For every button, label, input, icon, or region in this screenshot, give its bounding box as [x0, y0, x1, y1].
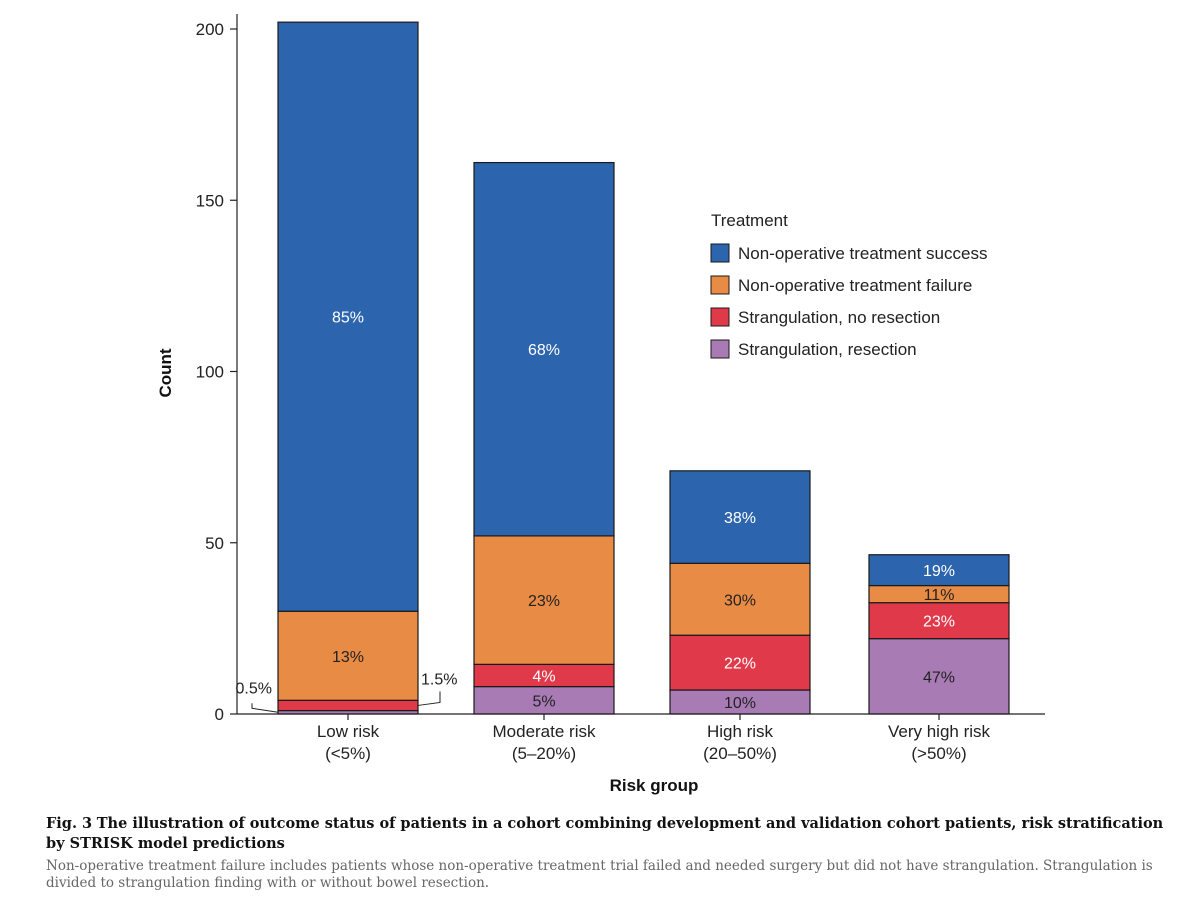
- x-tick-label: (20–50%): [703, 744, 777, 763]
- legend-swatch: [710, 243, 730, 263]
- bar-value-label: 23%: [923, 614, 955, 631]
- bar-value-label: 47%: [923, 669, 955, 686]
- y-tick-label: 150: [196, 191, 224, 210]
- bar-value-label: 4%: [532, 668, 555, 685]
- x-tick-label: (<5%): [325, 744, 371, 763]
- y-tick-label: 50: [205, 534, 224, 553]
- bar-value-label: 1.5%: [421, 671, 457, 688]
- bar-segment: [669, 562, 811, 636]
- bar-segment: [669, 634, 811, 691]
- caption-fig-label: Fig. 3: [46, 815, 93, 832]
- bar-value-label: 10%: [724, 695, 756, 712]
- y-tick-label: 0: [215, 705, 224, 724]
- x-tick-label: Low risk: [317, 722, 380, 741]
- bar-value-label: 30%: [724, 592, 756, 609]
- bar-value-label: 0.5%: [236, 680, 272, 697]
- bar-segment: [868, 554, 1010, 587]
- legend-label: Strangulation, no resection: [738, 308, 940, 327]
- figure-caption: Fig. 3 The illustration of outcome statu…: [46, 814, 1166, 892]
- bar-segment: [473, 535, 615, 665]
- x-tick-label: Very high risk: [888, 722, 991, 741]
- caption-title-text: The illustration of outcome status of pa…: [46, 815, 1164, 852]
- bar-value-label: 23%: [528, 593, 560, 610]
- x-tick-label: (>50%): [911, 744, 966, 763]
- y-tick-label: 200: [196, 20, 224, 39]
- bar-segment: [277, 610, 419, 701]
- bar-value-label: 5%: [532, 693, 555, 710]
- stacked-bar-chart: 0.5% 1.5% 13% 85% 5% 4% 23% 68% 10% 22% 30% 38% 47% 2…: [156, 14, 1045, 795]
- bar-value-label: 19%: [923, 563, 955, 580]
- callout-line: [417, 691, 441, 706]
- x-tick-label: Moderate risk: [493, 722, 596, 741]
- legend-swatch: [710, 275, 730, 295]
- x-tick-label: High risk: [707, 722, 774, 741]
- legend-label: Non-operative treatment failure: [738, 276, 972, 295]
- bar-value-label: 13%: [332, 649, 364, 666]
- callout-line: [251, 703, 279, 713]
- x-axis-title: Risk group: [610, 776, 699, 795]
- bar-value-label: 38%: [724, 510, 756, 527]
- bar-value-label: 85%: [332, 310, 364, 327]
- bar-value-label: 11%: [924, 587, 955, 604]
- x-tick-label: (5–20%): [512, 744, 576, 763]
- caption-note: Non-operative treatment failure includes…: [46, 858, 1153, 891]
- plot-area: 0.5% 1.5% 13% 85% 5% 4% 23% 68% 10% 22% 30% 38% 47% 2…: [156, 14, 1045, 795]
- bar-segment: [669, 470, 811, 564]
- bar-segment: [277, 699, 419, 712]
- bar-segment: [473, 161, 615, 537]
- y-tick-label: 100: [196, 363, 224, 382]
- bar-value-label: 22%: [724, 656, 756, 673]
- caption-title: Fig. 3 The illustration of outcome statu…: [46, 814, 1166, 854]
- legend-label: Non-operative treatment success: [738, 244, 987, 263]
- bar-segment: [277, 21, 419, 612]
- y-axis-title: Count: [156, 348, 175, 397]
- bar-segment: [868, 638, 1010, 715]
- legend-label: Strangulation, resection: [738, 340, 917, 359]
- bar-value-label: 68%: [528, 342, 560, 359]
- legend-title: Treatment: [711, 211, 788, 230]
- bar-segment: [473, 685, 615, 715]
- legend-swatch: [710, 339, 730, 359]
- legend-swatch: [710, 307, 730, 327]
